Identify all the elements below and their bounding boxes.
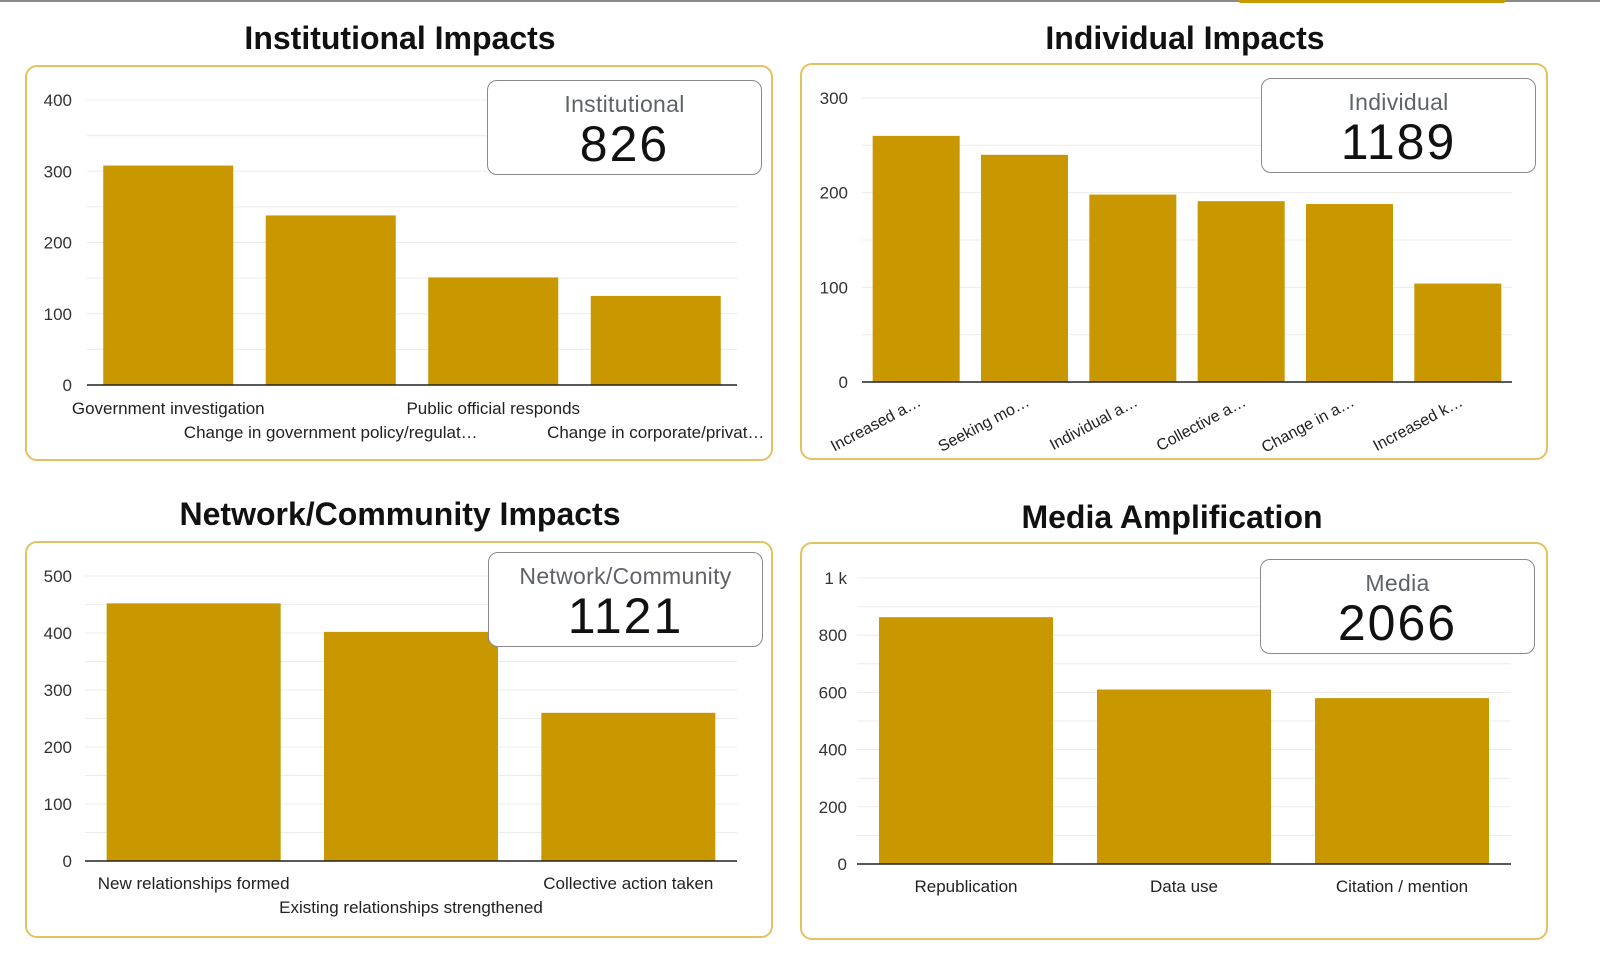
y-tick-label: 100 xyxy=(44,305,72,324)
x-tick-label: Increased k… xyxy=(1371,394,1466,455)
chart-card-individual: 0 100 200 300 Increased a… Seeking mo… Individ… xyxy=(800,63,1548,460)
chart-card-media: 0 200 400 600 800 1 k Republication Data use Cit… xyxy=(800,542,1548,940)
y-tick-label: 200 xyxy=(820,184,848,203)
x-tick-label: Change in government policy/regulat… xyxy=(184,423,478,442)
chart-card-network: 0 100 200 300 400 500 New relationships formed… xyxy=(25,541,773,938)
panel-title-individual: Individual Impacts xyxy=(1045,20,1325,56)
y-tick-label: 500 xyxy=(44,567,72,586)
scorecard-label: Institutional xyxy=(564,91,685,117)
bar xyxy=(1315,698,1489,864)
scorecard-value: 2066 xyxy=(1337,595,1458,651)
x-tick-label: Collective action taken xyxy=(543,874,713,893)
y-tick-label: 0 xyxy=(839,373,848,392)
x-tick-label: Government investigation xyxy=(72,399,265,418)
bar xyxy=(1097,689,1271,864)
bar xyxy=(1197,201,1285,382)
bar xyxy=(324,631,498,861)
chart-media: 0 200 400 600 800 1 k Republication Data use Cit… xyxy=(819,569,1511,896)
scorecard-value: 1121 xyxy=(567,588,684,644)
y-tick-label: 1 k xyxy=(824,569,847,588)
x-tick-label: Seeking mo… xyxy=(936,394,1033,456)
y-tick-label: 200 xyxy=(44,234,72,253)
x-tick-label: Citation / mention xyxy=(1336,877,1468,896)
y-tick-label: 100 xyxy=(820,278,848,297)
bar xyxy=(428,277,559,385)
scorecard-label: Individual xyxy=(1348,89,1449,115)
chart-institutional: 0 100 200 300 400 Government investigation Cha… xyxy=(44,91,765,442)
bar xyxy=(103,165,234,385)
y-tick-label: 400 xyxy=(819,741,847,760)
x-tick-label: Republication xyxy=(914,877,1017,896)
scorecard-network: Network/Community 1121 xyxy=(488,552,763,647)
y-tick-label: 400 xyxy=(44,624,72,643)
bar xyxy=(1414,283,1502,382)
scorecard-value: 826 xyxy=(579,116,670,172)
panel-title-network: Network/Community Impacts xyxy=(179,496,621,532)
top-divider xyxy=(0,0,1600,2)
x-tick-label: Change in corporate/privat… xyxy=(547,423,764,442)
x-tick-label: Public official responds xyxy=(406,399,580,418)
bar xyxy=(106,603,281,861)
bar xyxy=(590,295,721,385)
bar xyxy=(1306,204,1393,382)
chart-card-institutional: 0 100 200 300 400 Government investigation Cha… xyxy=(25,65,773,461)
panel-title-media: Media Amplification xyxy=(1021,499,1323,535)
scorecard-institutional: Institutional 826 xyxy=(487,80,762,175)
y-tick-label: 300 xyxy=(44,681,72,700)
chart-network: 0 100 200 300 400 500 New relationships formed… xyxy=(44,567,737,917)
y-tick-label: 600 xyxy=(819,683,847,702)
y-tick-label: 100 xyxy=(44,795,72,814)
bar xyxy=(265,215,396,385)
y-tick-label: 800 xyxy=(819,626,847,645)
x-tick-label: Collective a… xyxy=(1154,394,1249,455)
panel-title-institutional: Institutional Impacts xyxy=(244,20,556,56)
bar xyxy=(879,617,1053,864)
scorecard-media: Media 2066 xyxy=(1260,559,1535,654)
bar xyxy=(872,135,960,382)
y-tick-label: 400 xyxy=(44,91,72,110)
bar xyxy=(541,712,716,861)
x-tick-label: New relationships formed xyxy=(98,874,290,893)
scorecard-label: Media xyxy=(1365,570,1430,596)
x-tick-label: Existing relationships strengthened xyxy=(279,898,543,917)
y-tick-label: 0 xyxy=(63,376,72,395)
x-tick-label: Change in a… xyxy=(1259,394,1357,457)
x-tick-label: Individual a… xyxy=(1047,394,1141,455)
top-tab-indicator xyxy=(1238,0,1506,3)
scorecard-label: Network/Community xyxy=(519,563,732,589)
y-tick-label: 300 xyxy=(44,162,72,181)
y-tick-label: 200 xyxy=(44,738,72,757)
scorecard-value: 1189 xyxy=(1340,114,1457,170)
scorecard-individual: Individual 1189 xyxy=(1261,78,1536,173)
y-tick-label: 200 xyxy=(819,798,847,817)
bar xyxy=(1089,194,1177,382)
y-tick-label: 300 xyxy=(820,89,848,108)
y-tick-label: 0 xyxy=(63,852,72,871)
bar xyxy=(981,154,1068,382)
x-tick-label: Data use xyxy=(1150,877,1218,896)
y-tick-label: 0 xyxy=(838,855,847,874)
x-tick-label: Increased a… xyxy=(828,394,924,456)
